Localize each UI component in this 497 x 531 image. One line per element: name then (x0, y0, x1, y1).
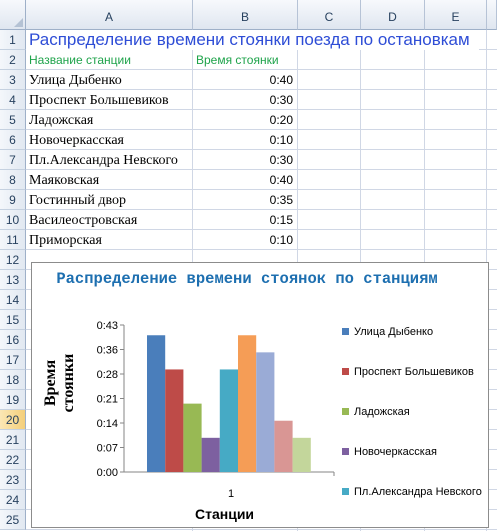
row-header-4[interactable]: 4 (0, 90, 26, 110)
column-header-e[interactable]: E (425, 0, 487, 30)
row-header-14[interactable]: 14 (0, 290, 26, 310)
chart-bar[interactable] (183, 403, 202, 472)
chart-bar[interactable] (201, 437, 220, 472)
row-header-16[interactable]: 16 (0, 330, 26, 350)
chart-bar[interactable] (256, 352, 275, 472)
column-header-a[interactable]: A (26, 0, 193, 30)
row-header-22[interactable]: 22 (0, 450, 26, 470)
row-header-5[interactable]: 5 (0, 110, 26, 130)
station-name-cell[interactable]: Гостинный двор (29, 193, 127, 208)
chart-y-tick-label: 0:07 (97, 443, 118, 455)
row-header-10[interactable]: 10 (0, 210, 26, 230)
chart-y-tick-label: 0:00 (97, 467, 118, 479)
sheet-title-cell[interactable]: Распределение времени стоянки поезда по … (29, 30, 479, 50)
chart-bar[interactable] (292, 437, 311, 472)
stop-time-cell[interactable]: 0:15 (269, 213, 293, 227)
row-header-24[interactable]: 24 (0, 490, 26, 510)
grid-line-horizontal (26, 249, 497, 250)
row-header-11[interactable]: 11 (0, 230, 26, 250)
stop-time-cell[interactable]: 0:40 (269, 173, 293, 187)
grid-line-horizontal (26, 209, 497, 210)
column-header-c[interactable]: C (298, 0, 361, 30)
chart-title[interactable]: Распределение времени стоянок по станция… (56, 270, 438, 288)
row-header-13[interactable]: 13 (0, 270, 26, 290)
chart-x-axis-title[interactable]: Станции (195, 506, 255, 522)
chart-bar[interactable] (238, 335, 257, 472)
select-all-corner[interactable] (0, 0, 26, 30)
row-header-17[interactable]: 17 (0, 350, 26, 370)
grid-line-horizontal (26, 529, 497, 530)
stop-time-cell[interactable]: 0:35 (269, 193, 293, 207)
legend-swatch (342, 328, 349, 335)
grid-line-horizontal (26, 129, 497, 130)
row-header-20[interactable]: 20 (0, 410, 26, 430)
row-header-1[interactable]: 1 (0, 30, 26, 50)
stop-time-cell[interactable]: 0:30 (269, 93, 293, 107)
header-time-cell[interactable]: Время стоянки (196, 53, 279, 67)
row-header-19[interactable]: 19 (0, 390, 26, 410)
legend-label: Проспект Большевиков (354, 366, 474, 378)
chart-bar[interactable] (147, 335, 166, 472)
select-all-triangle-icon (14, 18, 23, 27)
legend-swatch (342, 488, 349, 495)
grid-line-horizontal (26, 69, 497, 70)
station-name-cell[interactable]: Улица Дыбенко (29, 73, 122, 88)
station-name-cell[interactable]: Маяковская (29, 173, 100, 188)
chart-bar[interactable] (219, 369, 238, 472)
chart-y-tick-label: 0:36 (97, 345, 118, 357)
station-name-cell[interactable]: Приморская (29, 233, 102, 248)
row-header-23[interactable]: 23 (0, 470, 26, 490)
header-station-cell[interactable]: Название станции (29, 53, 131, 67)
stop-time-cell[interactable]: 0:40 (269, 73, 293, 87)
stop-time-cell[interactable]: 0:10 (269, 133, 293, 147)
legend-label: Ладожская (354, 406, 410, 418)
station-name-cell[interactable]: Ладожская (29, 113, 94, 128)
row-header-12[interactable]: 12 (0, 250, 26, 270)
row-header-3[interactable]: 3 (0, 70, 26, 90)
chart-y-tick-label: 0:43 (97, 320, 118, 332)
row-header-7[interactable]: 7 (0, 150, 26, 170)
legend-swatch (342, 448, 349, 455)
chart-bar[interactable] (274, 420, 293, 472)
grid-line-horizontal (26, 169, 497, 170)
column-header-f-partial[interactable] (487, 0, 497, 30)
stop-time-cell[interactable]: 0:30 (269, 153, 293, 167)
station-name-cell[interactable]: Проспект Большевиков (29, 93, 169, 108)
stop-time-cell[interactable]: 0:20 (269, 113, 293, 127)
chart-y-tick-label: 0:14 (97, 418, 118, 430)
column-header-b[interactable]: B (193, 0, 298, 30)
chart-plot-area[interactable]: 0:00 0:07 0:14 0:21 0:28 0:36 0:43 1 (32, 263, 342, 528)
grid-line-horizontal (26, 229, 497, 230)
row-header-8[interactable]: 8 (0, 170, 26, 190)
station-name-cell[interactable]: Василеостровская (29, 213, 138, 228)
grid-line-horizontal (26, 89, 497, 90)
station-name-cell[interactable]: Пл.Александра Невского (29, 153, 178, 168)
grid-line-horizontal (26, 189, 497, 190)
legend-swatch (342, 408, 349, 415)
row-header-6[interactable]: 6 (0, 130, 26, 150)
row-header-2[interactable]: 2 (0, 50, 26, 70)
grid-line-horizontal (26, 109, 497, 110)
row-header-21[interactable]: 21 (0, 430, 26, 450)
chart-y-tick-label: 0:28 (97, 369, 118, 381)
legend-swatch (342, 368, 349, 375)
row-header-25[interactable]: 25 (0, 510, 26, 530)
legend-label: Улица Дыбенко (354, 326, 434, 338)
stop-time-cell[interactable]: 0:10 (269, 233, 293, 247)
row-header-18[interactable]: 18 (0, 370, 26, 390)
chart[interactable]: Распределение времени стоянок по станция… (31, 262, 489, 528)
chart-x-tick-label: 1 (228, 488, 234, 500)
grid-line-horizontal (26, 149, 497, 150)
column-header-d[interactable]: D (361, 0, 425, 30)
station-name-cell[interactable]: Новочеркасская (29, 133, 124, 148)
legend-label: Новочеркасская (354, 446, 437, 458)
chart-y-tick-label: 0:21 (97, 394, 118, 406)
legend-label: Пл.Александра Невского (354, 486, 482, 498)
row-header-15[interactable]: 15 (0, 310, 26, 330)
chart-bar[interactable] (165, 369, 184, 472)
row-header-9[interactable]: 9 (0, 190, 26, 210)
